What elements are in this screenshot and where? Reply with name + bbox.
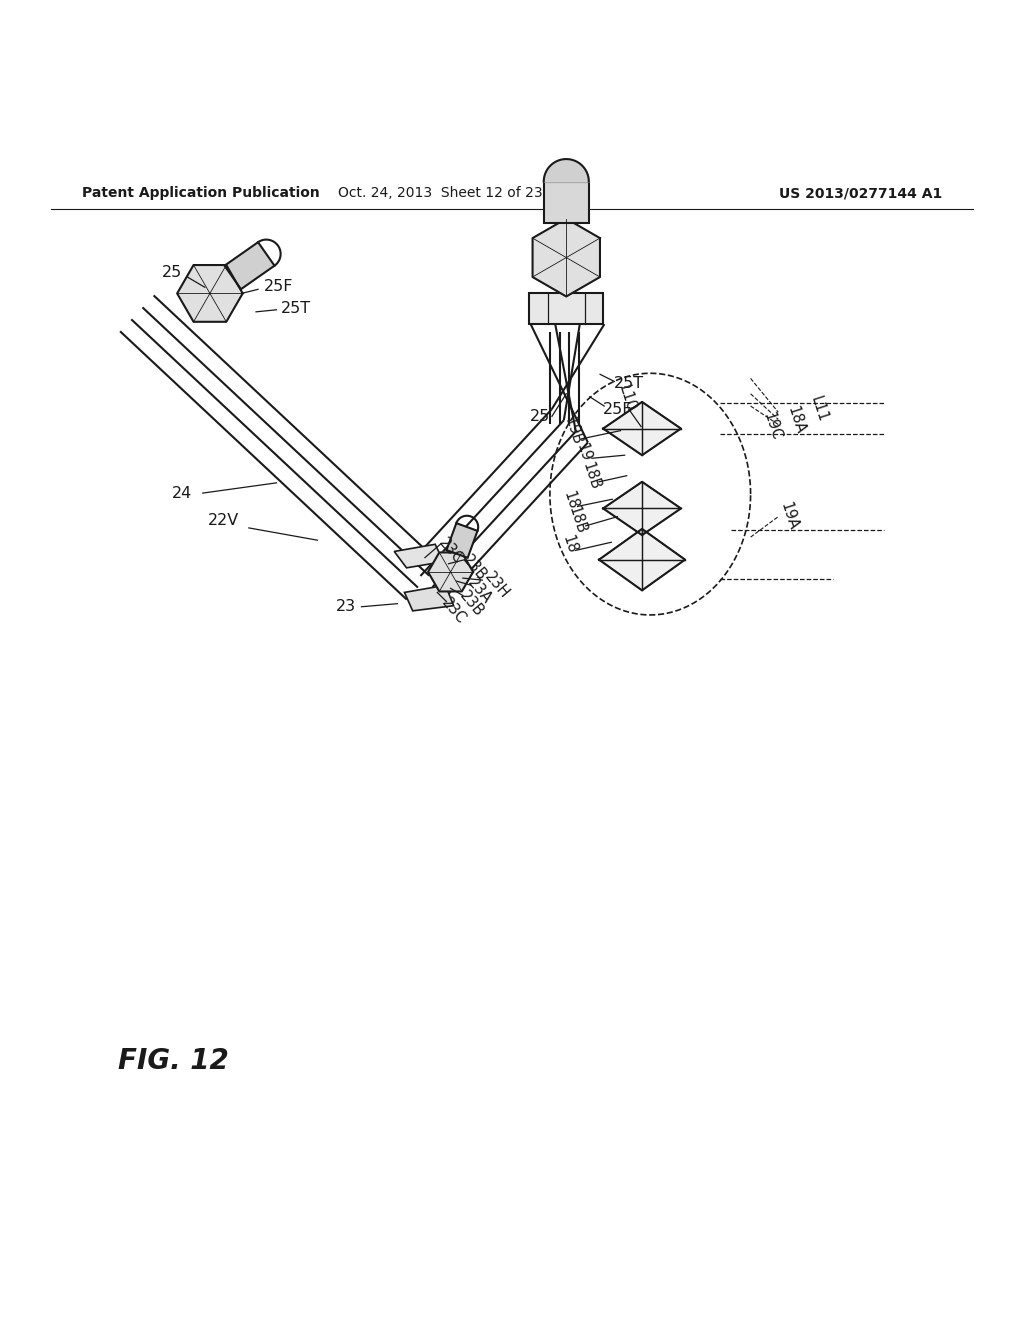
Polygon shape <box>544 182 589 223</box>
Text: 23B: 23B <box>456 587 486 619</box>
Text: FIG. 12: FIG. 12 <box>118 1047 228 1076</box>
Text: 25F: 25F <box>264 279 293 294</box>
Text: Patent Application Publication: Patent Application Publication <box>82 186 319 201</box>
Text: 18A: 18A <box>784 404 807 436</box>
Polygon shape <box>603 482 681 535</box>
Polygon shape <box>446 523 477 558</box>
Polygon shape <box>428 553 473 591</box>
Text: 25: 25 <box>162 265 182 280</box>
Polygon shape <box>394 544 443 568</box>
Text: 25: 25 <box>529 409 550 424</box>
Text: 18: 18 <box>559 533 580 556</box>
Text: 23C: 23C <box>435 536 466 568</box>
Polygon shape <box>404 585 454 611</box>
Text: 24: 24 <box>172 486 193 500</box>
Text: 23B: 23B <box>459 552 489 583</box>
Text: L11: L11 <box>808 395 830 424</box>
Text: 25T: 25T <box>281 301 311 317</box>
Text: 25T: 25T <box>613 376 644 391</box>
Polygon shape <box>177 265 243 322</box>
Text: L10: L10 <box>615 383 638 413</box>
Text: 19C: 19C <box>761 411 783 442</box>
Polygon shape <box>532 219 600 297</box>
Text: 19B: 19B <box>562 414 585 446</box>
Polygon shape <box>603 403 681 455</box>
Text: 23H: 23H <box>481 569 512 602</box>
Text: 19A: 19A <box>778 500 801 532</box>
Text: 25F: 25F <box>603 401 632 417</box>
Text: US 2013/0277144 A1: US 2013/0277144 A1 <box>779 186 942 201</box>
Text: 19: 19 <box>573 441 594 463</box>
Polygon shape <box>224 242 274 289</box>
Text: 22V: 22V <box>208 513 239 528</box>
Text: 18B: 18B <box>580 459 602 491</box>
Text: 23C: 23C <box>438 595 469 627</box>
Text: 18: 18 <box>560 490 581 511</box>
Text: 23: 23 <box>336 599 356 614</box>
Text: 18B: 18B <box>566 504 589 536</box>
Polygon shape <box>599 529 685 590</box>
Polygon shape <box>529 293 603 325</box>
Text: Oct. 24, 2013  Sheet 12 of 23: Oct. 24, 2013 Sheet 12 of 23 <box>338 186 543 201</box>
Text: 23A: 23A <box>464 576 495 607</box>
